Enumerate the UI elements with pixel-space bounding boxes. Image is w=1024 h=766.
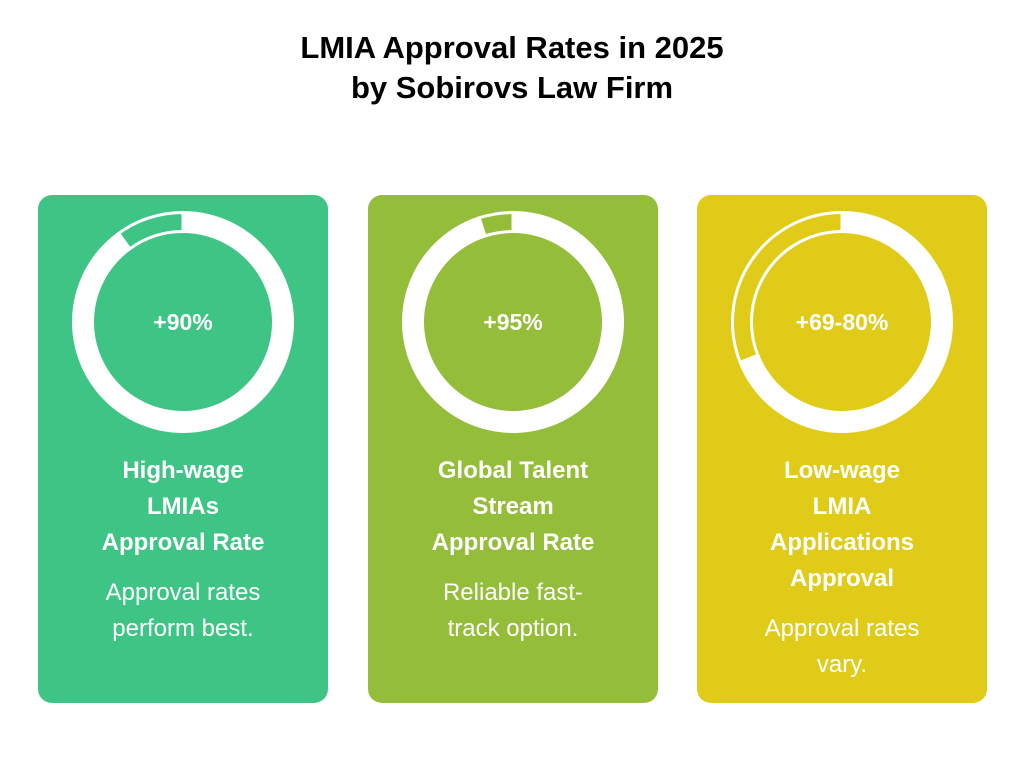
donut-ring — [402, 210, 624, 433]
heading-line: Low-wage — [783, 457, 900, 484]
donut-ring — [731, 210, 953, 433]
donut-value-label: +69-80% — [795, 309, 889, 335]
heading-line: Approval Rate — [101, 529, 265, 556]
desc-line: vary. — [816, 651, 868, 678]
heading-line: LMIAs — [147, 493, 219, 520]
donut-remaining-arc — [731, 210, 844, 365]
card-low-wage: +69-80% Low-wage LMIA Applications Appro… — [697, 195, 987, 703]
heading-line: High-wage — [122, 457, 244, 484]
donut-remaining-arc — [477, 210, 515, 238]
desc-line: Reliable fast- — [442, 579, 584, 606]
page-title: LMIA Approval Rates in 2025 by Sobirovs … — [0, 28, 1024, 108]
donut-value-label: +95% — [483, 309, 543, 335]
donut-value-label: +90% — [153, 309, 213, 335]
card-high-wage: +90% High-wage LMIAs Approval Rate Appro… — [38, 195, 328, 703]
card-heading: Global Talent Stream Approval Rate — [378, 453, 648, 561]
desc-line: track option. — [447, 615, 579, 642]
heading-line: LMIA — [812, 493, 872, 520]
card-heading: Low-wage LMIA Applications Approval — [707, 453, 977, 597]
heading-line: Global Talent — [437, 457, 589, 484]
heading-line: Applications — [769, 529, 914, 556]
heading-line: Stream — [472, 493, 554, 520]
desc-line: perform best. — [112, 615, 254, 642]
donut-remaining-arc — [116, 210, 185, 251]
heading-line: Approval — [789, 565, 894, 592]
card-global-talent: +95% Global Talent Stream Approval Rate … — [368, 195, 658, 703]
title-line-1: LMIA Approval Rates in 2025 — [300, 30, 724, 65]
card-description: Approval rates perform best. — [48, 575, 318, 647]
card-heading: High-wage LMIAs Approval Rate — [48, 453, 318, 561]
donut-ring — [71, 210, 294, 433]
desc-line: Approval rates — [764, 615, 920, 642]
card-description: Reliable fast- track option. — [378, 575, 648, 647]
heading-line: Approval Rate — [431, 529, 595, 556]
title-line-2: by Sobirovs Law Firm — [350, 70, 674, 105]
card-description: Approval rates vary. — [707, 611, 977, 683]
desc-line: Approval rates — [105, 579, 261, 606]
